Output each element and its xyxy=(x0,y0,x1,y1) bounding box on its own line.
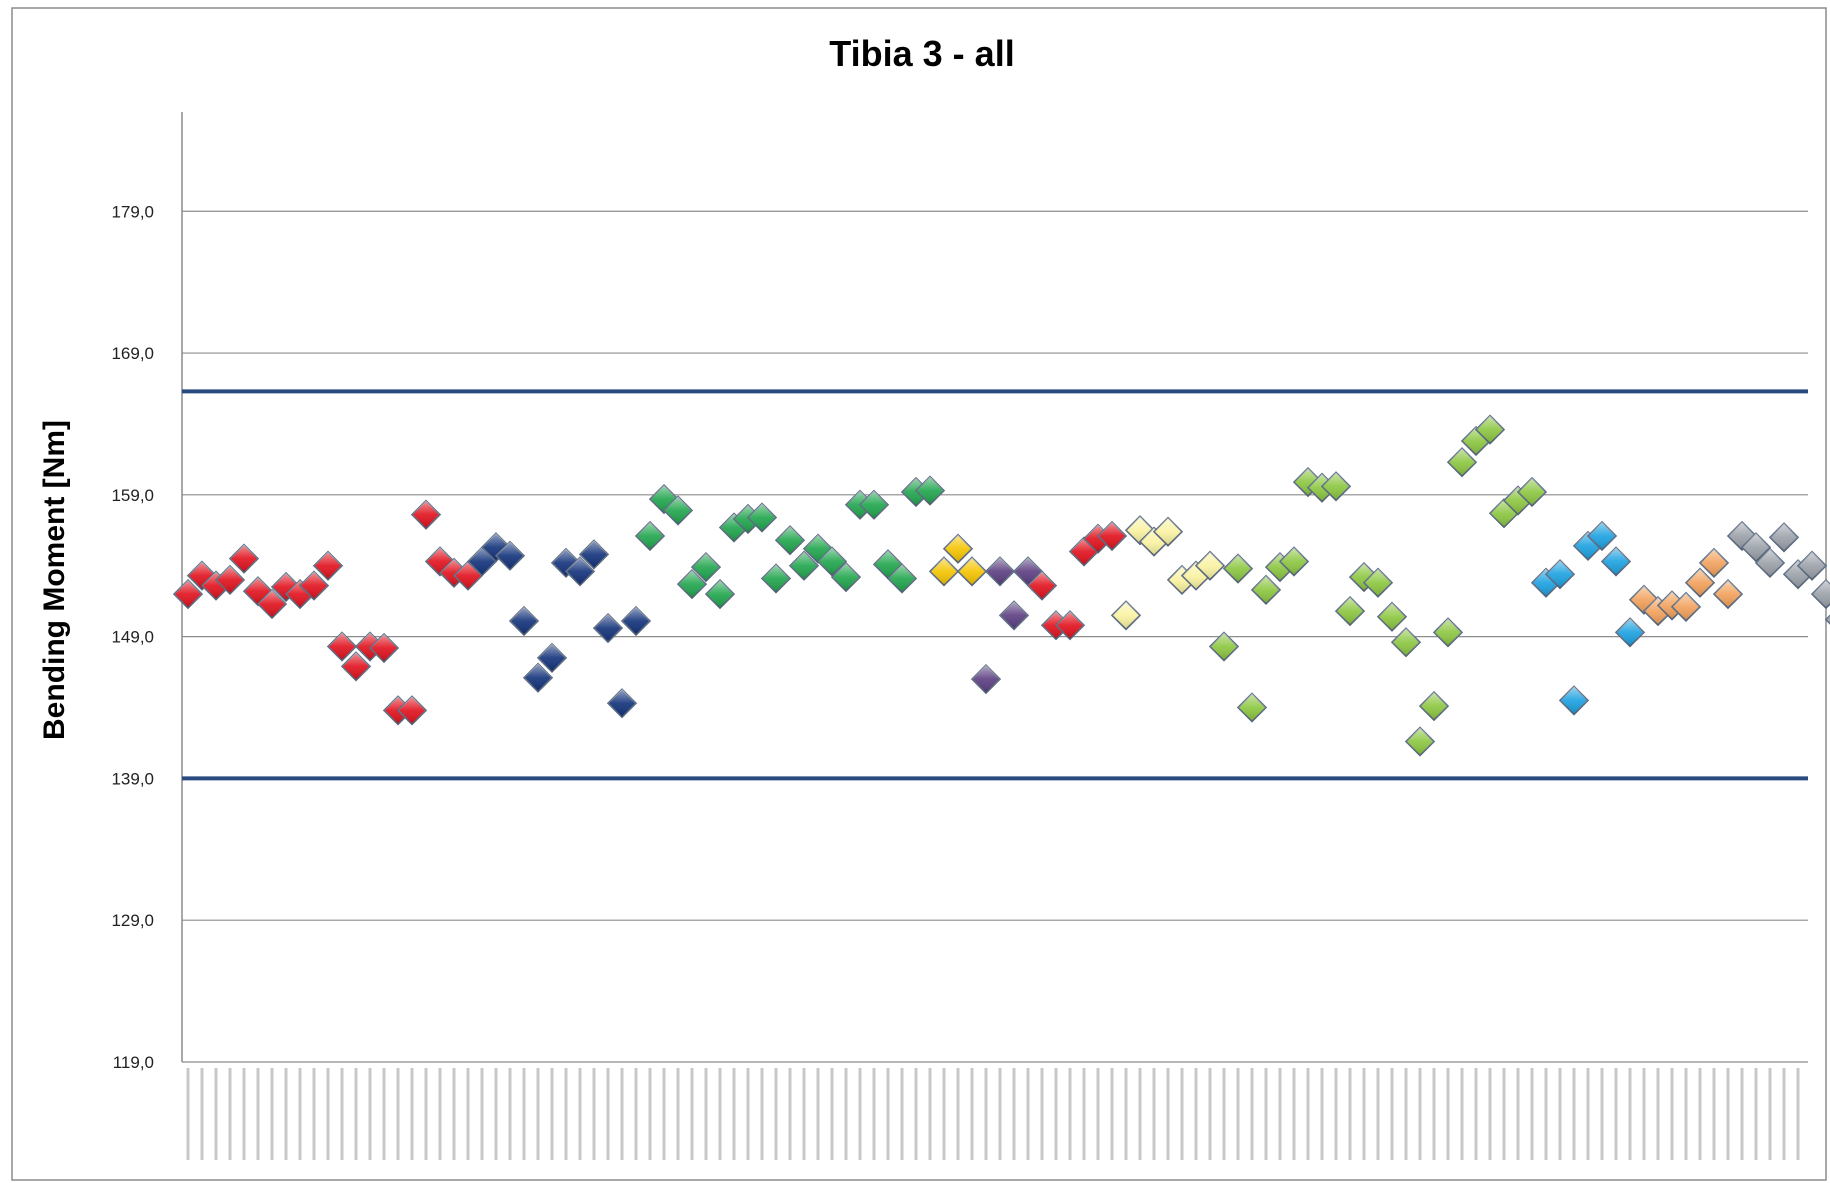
data-point-highlight xyxy=(1770,523,1798,552)
data-point-highlight xyxy=(1238,693,1266,722)
data-point-highlight xyxy=(1546,560,1574,589)
data-point-highlight xyxy=(1476,415,1504,444)
data-point-highlight xyxy=(944,534,972,563)
data-point-highlight xyxy=(1616,618,1644,647)
data-point-highlight xyxy=(1378,602,1406,631)
y-axis-label: Bending Moment [Nm] xyxy=(38,420,71,740)
data-point-highlight xyxy=(986,557,1014,586)
data-point-highlight xyxy=(1448,448,1476,477)
data-point-highlight xyxy=(1700,548,1728,577)
y-tick-label: 119,0 xyxy=(113,1053,154,1072)
data-point-highlight xyxy=(594,614,622,643)
data-point-highlight xyxy=(1280,547,1308,576)
data-point-highlight xyxy=(888,564,916,593)
data-point-highlight xyxy=(1826,615,1830,624)
data-point-highlight xyxy=(1000,601,1028,630)
data-point-highlight xyxy=(510,607,538,636)
data-point-highlight xyxy=(538,643,566,672)
data-point-highlight xyxy=(706,580,734,609)
data-point-highlight xyxy=(1560,686,1588,715)
data-point-highlight xyxy=(258,590,286,619)
data-point-highlight xyxy=(1056,611,1084,640)
data-point-highlight xyxy=(1602,547,1630,576)
data-point-highlight xyxy=(1742,533,1770,562)
data-point-highlight xyxy=(1224,554,1252,583)
data-point-highlight xyxy=(930,557,958,586)
data-point-highlight xyxy=(580,540,608,569)
x-tick-marks xyxy=(186,1068,1800,1160)
y-tick-label: 159,0 xyxy=(111,486,154,505)
y-tick-labels: 179,0 169,0 159,0 149,0 139,0 129,0 119,0 xyxy=(111,202,154,1072)
data-point-highlight xyxy=(678,570,706,599)
data-point-highlight xyxy=(370,633,398,662)
data-point-highlight xyxy=(174,580,202,609)
y-tick-label: 149,0 xyxy=(111,628,154,647)
data-point-highlight xyxy=(1196,551,1224,580)
data-point-highlight xyxy=(916,476,944,505)
data-point-highlight xyxy=(524,663,552,692)
data-point-highlight xyxy=(636,521,664,550)
data-point-highlight xyxy=(1420,692,1448,721)
data-point-highlight xyxy=(664,496,692,525)
chart-title: Tibia 3 - all xyxy=(829,33,1014,74)
data-point-highlight xyxy=(790,551,818,580)
data-point-highlight xyxy=(1434,618,1462,647)
data-point-highlight xyxy=(958,557,986,586)
data-point-highlight xyxy=(1098,521,1126,550)
data-point-highlight xyxy=(1714,580,1742,609)
data-point-highlight xyxy=(1322,472,1350,501)
data-point-highlight xyxy=(1756,548,1784,577)
data-point-highlight xyxy=(1812,580,1830,609)
data-point-highlight xyxy=(1686,568,1714,597)
data-point-highlight xyxy=(1210,632,1238,661)
data-point-highlight xyxy=(972,665,1000,694)
y-tick-label: 179,0 xyxy=(111,202,154,221)
data-points xyxy=(172,414,1830,757)
data-point-highlight xyxy=(622,607,650,636)
data-point-highlight xyxy=(1112,601,1140,630)
data-point-highlight xyxy=(496,541,524,570)
data-point-highlight xyxy=(398,696,426,725)
data-point-highlight xyxy=(300,571,328,600)
data-point-highlight xyxy=(860,490,888,519)
data-point-highlight xyxy=(1672,592,1700,621)
limit-lines xyxy=(182,389,1808,781)
data-point-highlight xyxy=(1406,727,1434,756)
data-point-highlight xyxy=(342,652,370,681)
data-point-highlight xyxy=(1028,571,1056,600)
data-point-highlight xyxy=(1252,575,1280,604)
data-point-highlight xyxy=(762,564,790,593)
y-tick-label: 169,0 xyxy=(111,344,154,363)
data-point-highlight xyxy=(1154,517,1182,546)
data-point-highlight xyxy=(748,503,776,532)
data-point-highlight xyxy=(692,553,720,582)
data-point-highlight xyxy=(566,557,594,586)
data-point-highlight xyxy=(1588,521,1616,550)
data-point-highlight xyxy=(1798,551,1826,580)
data-point-highlight xyxy=(608,689,636,718)
data-point-highlight xyxy=(216,565,244,594)
data-point-highlight xyxy=(1336,597,1364,626)
data-point-highlight xyxy=(1392,628,1420,657)
data-point-highlight xyxy=(328,632,356,661)
y-tick-label: 139,0 xyxy=(111,769,154,788)
data-point-highlight xyxy=(832,563,860,592)
data-point-highlight xyxy=(818,547,846,576)
data-point-highlight xyxy=(314,551,342,580)
data-point-highlight xyxy=(412,500,440,529)
data-point-highlight xyxy=(1364,568,1392,597)
data-point-highlight xyxy=(776,526,804,555)
data-point-highlight xyxy=(1518,478,1546,506)
data-point-highlight xyxy=(1490,499,1518,528)
y-tick-label: 129,0 xyxy=(111,911,154,930)
data-point-highlight xyxy=(230,544,258,573)
